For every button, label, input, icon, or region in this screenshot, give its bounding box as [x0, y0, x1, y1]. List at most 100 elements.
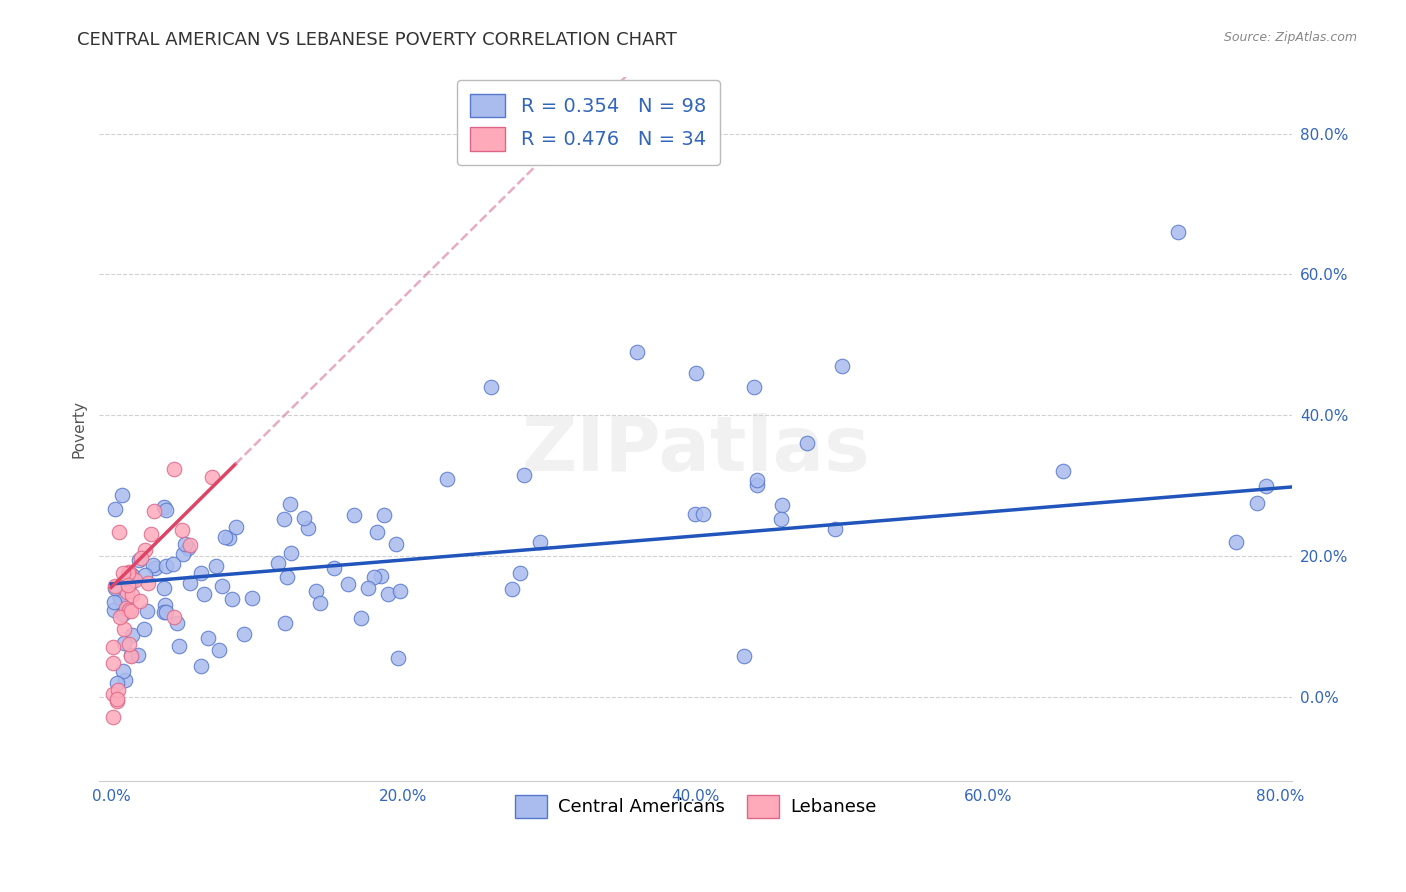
Point [177, 541, 200, 556]
Point [105, 676, 128, 690]
Point [387, 650, 409, 665]
Point [170, 523, 193, 537]
Point [129, 594, 152, 608]
Point [110, 591, 132, 606]
Point [155, 503, 177, 517]
Point [240, 591, 263, 605]
Point [267, 556, 290, 570]
Point [121, 628, 143, 642]
Point [1167, 225, 1189, 239]
Text: ZIPatlas: ZIPatlas [522, 413, 870, 487]
Point [107, 682, 129, 697]
Point [370, 569, 392, 583]
Point [105, 691, 128, 706]
Point [373, 508, 395, 523]
Point [179, 538, 201, 552]
Point [274, 615, 297, 630]
Point [336, 576, 359, 591]
Point [117, 578, 139, 592]
Point [118, 565, 141, 579]
Point [111, 607, 134, 621]
Point [742, 380, 765, 394]
Point [117, 566, 139, 580]
Point [770, 512, 793, 526]
Point [104, 502, 127, 516]
Point [297, 521, 319, 535]
Point [143, 504, 166, 518]
Point [308, 596, 330, 610]
Point [118, 636, 141, 650]
Point [214, 530, 236, 544]
Point [121, 649, 143, 664]
Point [120, 604, 142, 618]
Point [366, 524, 388, 539]
Point [172, 547, 194, 561]
Point [509, 566, 531, 580]
Point [322, 561, 344, 575]
Point [1254, 478, 1277, 492]
Point [153, 500, 176, 515]
Point [626, 344, 648, 359]
Point [110, 591, 132, 606]
Point [479, 380, 502, 394]
Point [218, 532, 240, 546]
Point [128, 553, 150, 567]
Point [190, 566, 212, 581]
Point [112, 636, 135, 650]
Point [143, 561, 166, 575]
Point [124, 573, 146, 587]
Point [104, 581, 127, 595]
Point [200, 470, 222, 484]
Point [824, 522, 846, 536]
Point [129, 551, 152, 566]
Point [685, 366, 707, 380]
Point [197, 632, 219, 646]
Point [280, 546, 302, 560]
Point [745, 478, 768, 492]
Point [108, 525, 131, 540]
Point [683, 507, 706, 521]
Point [305, 583, 328, 598]
Point [121, 588, 143, 602]
Point [112, 622, 135, 636]
Point [501, 582, 523, 596]
Point [211, 579, 233, 593]
Point [118, 603, 141, 617]
Point [796, 436, 818, 450]
Point [1052, 464, 1074, 478]
Text: Source: ZipAtlas.com: Source: ZipAtlas.com [1223, 31, 1357, 45]
Point [166, 615, 188, 630]
Point [127, 648, 149, 662]
Point [167, 640, 190, 654]
Point [278, 496, 301, 510]
Point [101, 656, 124, 670]
Point [155, 558, 177, 573]
Point [179, 576, 201, 591]
Point [103, 640, 125, 654]
Legend: Central Americans, Lebanese: Central Americans, Lebanese [508, 789, 884, 825]
Point [1246, 496, 1268, 510]
Point [1225, 534, 1247, 549]
Point [221, 591, 243, 606]
Point [377, 587, 399, 601]
Point [134, 622, 156, 636]
Point [770, 498, 793, 512]
Point [139, 526, 162, 541]
Point [356, 582, 378, 596]
Point [208, 643, 231, 657]
Point [111, 665, 134, 679]
Point [134, 543, 156, 558]
Point [135, 604, 157, 618]
Point [436, 473, 458, 487]
Point [363, 570, 385, 584]
Point [142, 558, 165, 572]
Point [513, 468, 536, 483]
Point [101, 687, 124, 701]
Point [529, 534, 551, 549]
Point [193, 587, 215, 601]
Point [107, 694, 129, 708]
Point [108, 591, 131, 605]
Point [121, 568, 143, 582]
Point [163, 610, 186, 624]
Point [276, 570, 298, 584]
